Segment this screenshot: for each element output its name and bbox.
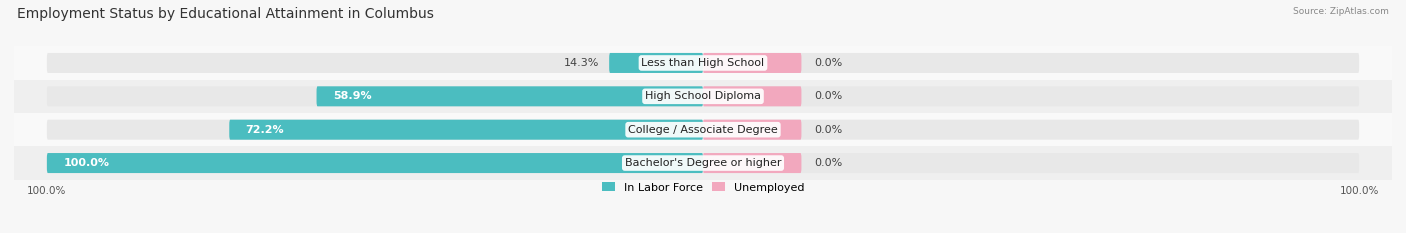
FancyBboxPatch shape [46,53,703,73]
FancyBboxPatch shape [703,86,1360,106]
FancyBboxPatch shape [46,86,703,106]
Text: 0.0%: 0.0% [814,158,842,168]
Bar [14,146,1392,180]
Text: 100.0%: 100.0% [1340,186,1379,196]
FancyBboxPatch shape [703,153,801,173]
FancyBboxPatch shape [46,153,703,173]
Bar [14,46,1392,80]
Legend: In Labor Force, Unemployed: In Labor Force, Unemployed [602,182,804,193]
Text: 58.9%: 58.9% [333,91,371,101]
Text: Less than High School: Less than High School [641,58,765,68]
Text: 0.0%: 0.0% [814,125,842,135]
Text: Source: ZipAtlas.com: Source: ZipAtlas.com [1294,7,1389,16]
Text: College / Associate Degree: College / Associate Degree [628,125,778,135]
Text: High School Diploma: High School Diploma [645,91,761,101]
FancyBboxPatch shape [703,53,1360,73]
FancyBboxPatch shape [316,86,703,106]
Text: 100.0%: 100.0% [27,186,66,196]
Text: 100.0%: 100.0% [63,158,110,168]
Bar [14,113,1392,146]
Text: Bachelor's Degree or higher: Bachelor's Degree or higher [624,158,782,168]
FancyBboxPatch shape [703,153,1360,173]
Text: Employment Status by Educational Attainment in Columbus: Employment Status by Educational Attainm… [17,7,433,21]
FancyBboxPatch shape [229,120,703,140]
FancyBboxPatch shape [46,120,703,140]
FancyBboxPatch shape [703,120,801,140]
Text: 72.2%: 72.2% [246,125,284,135]
Text: 0.0%: 0.0% [814,58,842,68]
FancyBboxPatch shape [609,53,703,73]
FancyBboxPatch shape [703,86,801,106]
Text: 14.3%: 14.3% [564,58,599,68]
Text: 0.0%: 0.0% [814,91,842,101]
FancyBboxPatch shape [703,120,1360,140]
FancyBboxPatch shape [703,53,801,73]
Bar [14,80,1392,113]
FancyBboxPatch shape [46,153,703,173]
